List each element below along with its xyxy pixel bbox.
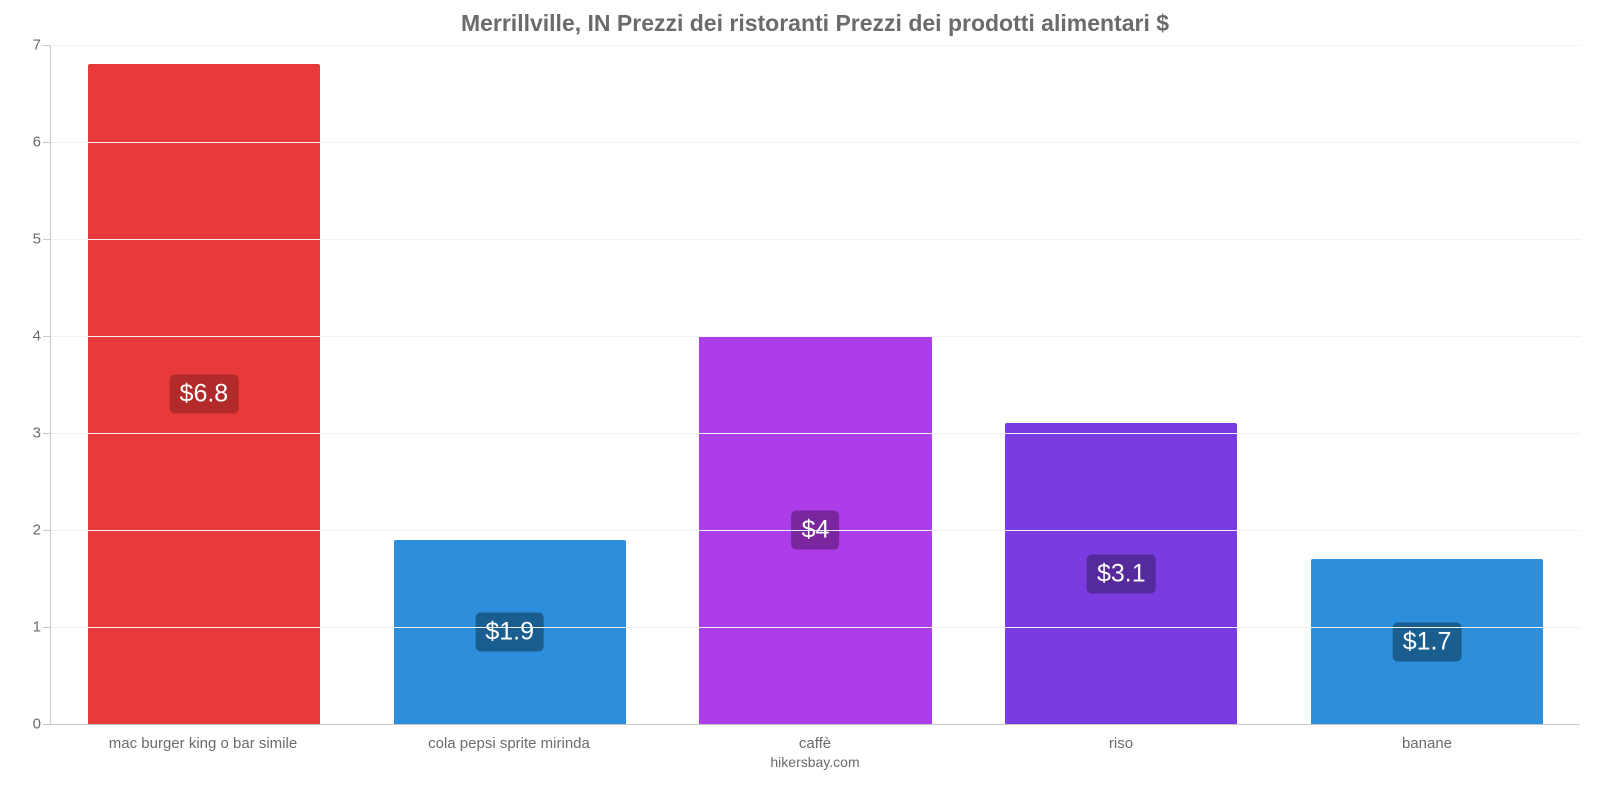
- price-bar-chart: Merrillville, IN Prezzi dei ristoranti P…: [0, 0, 1600, 800]
- bar-slot: $1.7: [1274, 45, 1580, 724]
- y-tick-label: 3: [11, 425, 41, 442]
- bar-slot: $6.8: [51, 45, 357, 724]
- y-tick: [43, 724, 51, 725]
- y-tick-label: 0: [11, 716, 41, 733]
- grid-line: [51, 239, 1580, 240]
- y-tick: [43, 239, 51, 240]
- y-tick: [43, 627, 51, 628]
- y-tick: [43, 45, 51, 46]
- bar: $6.8: [88, 64, 320, 724]
- plot-area: $6.8$1.9$4$3.1$1.7 01234567: [50, 45, 1580, 725]
- bar-slot: $1.9: [357, 45, 663, 724]
- bars-container: $6.8 $1.9 $4 $3.1 $1.7: [51, 45, 1580, 724]
- bar-slot: $3.1: [968, 45, 1274, 724]
- chart-credit: hikersbay.com: [50, 754, 1580, 770]
- x-tick-label: riso: [968, 735, 1274, 752]
- bar-slot: $4: [663, 45, 969, 724]
- grid-line: [51, 530, 1580, 531]
- grid-line: [51, 336, 1580, 337]
- x-tick-label: mac burger king o bar simile: [50, 735, 356, 752]
- bar: $1.9: [394, 540, 626, 724]
- x-axis-labels: mac burger king o bar similecola pepsi s…: [50, 735, 1580, 752]
- y-tick-label: 4: [11, 328, 41, 345]
- value-badge: $3.1: [1087, 554, 1156, 593]
- value-badge: $1.9: [475, 612, 544, 651]
- x-tick-label: banane: [1274, 735, 1580, 752]
- y-tick: [43, 142, 51, 143]
- grid-line: [51, 45, 1580, 46]
- bar: $3.1: [1005, 423, 1237, 724]
- y-tick: [43, 530, 51, 531]
- x-tick-label: caffè: [662, 735, 968, 752]
- y-tick-label: 2: [11, 522, 41, 539]
- y-tick: [43, 336, 51, 337]
- grid-line: [51, 627, 1580, 628]
- chart-title: Merrillville, IN Prezzi dei ristoranti P…: [50, 10, 1580, 37]
- grid-line: [51, 142, 1580, 143]
- grid-line: [51, 433, 1580, 434]
- y-tick-label: 7: [11, 37, 41, 54]
- value-badge: $6.8: [170, 375, 239, 414]
- y-tick: [43, 433, 51, 434]
- y-tick-label: 6: [11, 134, 41, 151]
- y-tick-label: 1: [11, 619, 41, 636]
- y-tick-label: 5: [11, 231, 41, 248]
- x-tick-label: cola pepsi sprite mirinda: [356, 735, 662, 752]
- bar: $1.7: [1311, 559, 1543, 724]
